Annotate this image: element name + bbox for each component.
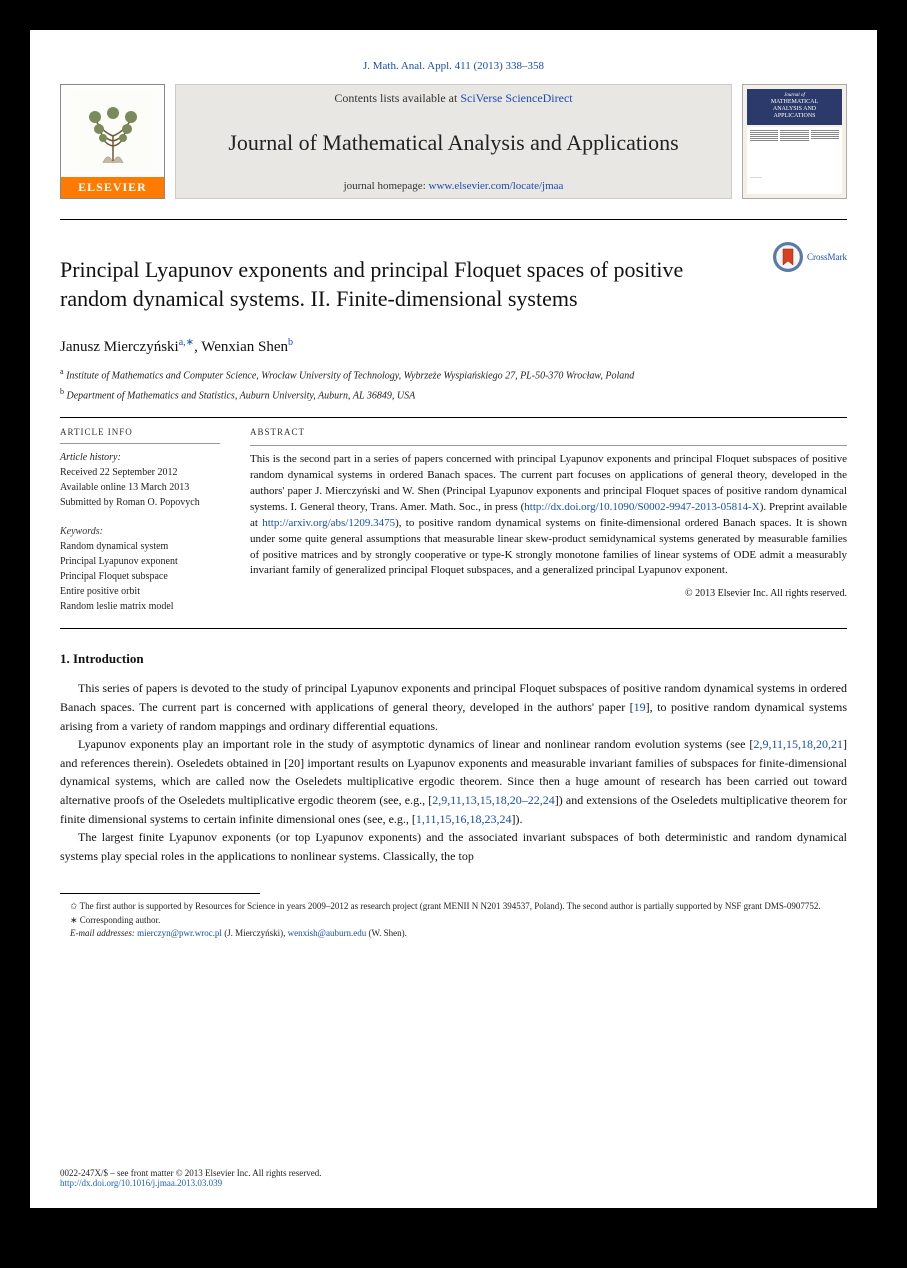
ref-group-2[interactable]: 2,9,11,13,15,18,20–22,24 (432, 793, 555, 807)
cover-l1: MATHEMATICAL (749, 99, 840, 106)
abstract-block: ABSTRACT This is the second part in a se… (250, 426, 847, 615)
fn-n2: (W. Shen). (366, 928, 407, 938)
author-2: Wenxian Shen (201, 339, 288, 355)
title-row: Principal Lyapunov exponents and princip… (60, 238, 847, 337)
article-info-heading: ARTICLE INFO (60, 426, 220, 440)
keyword-0: Random dynamical system (60, 539, 220, 554)
author-2-affil[interactable]: b (288, 337, 293, 348)
body-para-3: The largest finite Lyapunov exponents (o… (60, 828, 847, 865)
submitted-by: Submitted by Roman O. Popovych (60, 495, 220, 510)
keyword-1: Principal Lyapunov exponent (60, 554, 220, 569)
contents-prefix: Contents lists available at (334, 91, 460, 105)
authors-line: Janusz Mierczyńskia,∗, Wenxian Shenb (60, 337, 847, 356)
bp2d: ]). (511, 812, 522, 826)
section-1-heading: 1. Introduction (60, 651, 847, 667)
affiliation-a: a Institute of Mathematics and Computer … (60, 366, 847, 383)
keyword-4: Random leslie matrix model (60, 599, 220, 614)
article-info-row: ARTICLE INFO Article history: Received 2… (60, 426, 847, 615)
abstract-text: This is the second part in a series of p… (250, 452, 847, 580)
body-para-1: This series of papers is devoted to the … (60, 679, 847, 735)
ref-group-1[interactable]: 2,9,11,15,18,20,21 (753, 737, 843, 751)
info-divider-bottom (60, 628, 847, 629)
keywords-heading: Keywords: (60, 524, 220, 539)
cover-l2: ANALYSIS AND (749, 106, 840, 113)
online-date: Available online 13 March 2013 (60, 480, 220, 495)
ref-group-3[interactable]: 1,11,15,16,18,23,24 (416, 812, 512, 826)
keyword-2: Principal Floquet subspace (60, 569, 220, 584)
ref-19[interactable]: 19 (634, 700, 646, 714)
crossmark-widget[interactable]: CrossMark (773, 242, 847, 272)
info-divider-top (60, 417, 847, 418)
journal-cover-thumb[interactable]: Journal of MATHEMATICAL ANALYSIS AND APP… (742, 84, 847, 199)
author-1-affil[interactable]: a, (179, 337, 186, 348)
citation-bar: J. Math. Anal. Appl. 411 (2013) 338–358 (60, 60, 847, 72)
abstract-arxiv-link[interactable]: http://arxiv.org/abs/1209.3475 (262, 517, 395, 529)
bottom-bar: 0022-247X/$ – see front matter © 2013 El… (60, 1168, 847, 1188)
homepage-prefix: journal homepage: (344, 180, 429, 192)
fn-star: ∗ (70, 915, 78, 925)
bp2a: Lyapunov exponents play an important rol… (78, 737, 753, 751)
author-1: Janusz Mierczyński (60, 339, 179, 355)
fn-email-label: E-mail addresses: (70, 928, 135, 938)
abstract-doi-link[interactable]: http://dx.doi.org/10.1090/S0002-9947-201… (524, 501, 759, 513)
cover-header: Journal of MATHEMATICAL ANALYSIS AND APP… (747, 89, 842, 125)
elsevier-tree-icon (61, 85, 164, 177)
header-divider (60, 219, 847, 220)
received-date: Received 22 September 2012 (60, 465, 220, 480)
fn1: The first author is supported by Resourc… (80, 901, 821, 911)
abstract-heading: ABSTRACT (250, 426, 847, 439)
banner-contents-line: Contents lists available at SciVerse Sci… (186, 91, 721, 106)
copyright-line: © 2013 Elsevier Inc. All rights reserved… (250, 587, 847, 602)
affiliation-b: b Department of Mathematics and Statisti… (60, 386, 847, 403)
cover-body: ——— (747, 127, 842, 194)
author-1-corresponding[interactable]: ∗ (186, 337, 194, 348)
footnote-emails: E-mail addresses: mierczyn@pwr.wroc.pl (… (60, 927, 847, 941)
header-row: ELSEVIER Contents lists available at Sci… (60, 84, 847, 199)
email-1[interactable]: mierczyn@pwr.wroc.pl (137, 928, 222, 938)
homepage-link[interactable]: www.elsevier.com/locate/jmaa (429, 180, 564, 192)
sciencedirect-link[interactable]: SciVerse ScienceDirect (460, 91, 572, 105)
elsevier-brand-label: ELSEVIER (61, 177, 164, 198)
front-matter-line: 0022-247X/$ – see front matter © 2013 El… (60, 1168, 847, 1178)
journal-banner: Contents lists available at SciVerse Sci… (175, 84, 732, 199)
paper-title: Principal Lyapunov exponents and princip… (60, 238, 773, 337)
article-info-left: ARTICLE INFO Article history: Received 2… (60, 426, 220, 615)
body-para-2: Lyapunov exponents play an important rol… (60, 735, 847, 828)
fn2: Corresponding author. (80, 915, 161, 925)
banner-homepage-line: journal homepage: www.elsevier.com/locat… (186, 180, 721, 192)
footnotes-rule (60, 893, 260, 894)
page-container: J. Math. Anal. Appl. 411 (2013) 338–358 … (30, 30, 877, 1208)
affil-a-text: Institute of Mathematics and Computer Sc… (66, 371, 634, 382)
crossmark-label: CrossMark (807, 252, 847, 262)
fn-n1: (J. Mierczyński), (222, 928, 288, 938)
elsevier-logo[interactable]: ELSEVIER (60, 84, 165, 199)
crossmark-icon (773, 242, 803, 272)
keyword-3: Entire positive orbit (60, 584, 220, 599)
footnote-funding: ✩ The first author is supported by Resou… (60, 900, 847, 914)
journal-title: Journal of Mathematical Analysis and App… (186, 126, 721, 159)
cover-l3: APPLICATIONS (749, 113, 840, 120)
email-2[interactable]: wenxish@auburn.edu (288, 928, 367, 938)
footnote-corresponding: ∗ Corresponding author. (60, 914, 847, 928)
history-label: Article history: (60, 450, 220, 465)
doi-link[interactable]: http://dx.doi.org/10.1016/j.jmaa.2013.03… (60, 1178, 847, 1188)
affil-b-text: Department of Mathematics and Statistics… (67, 390, 416, 401)
